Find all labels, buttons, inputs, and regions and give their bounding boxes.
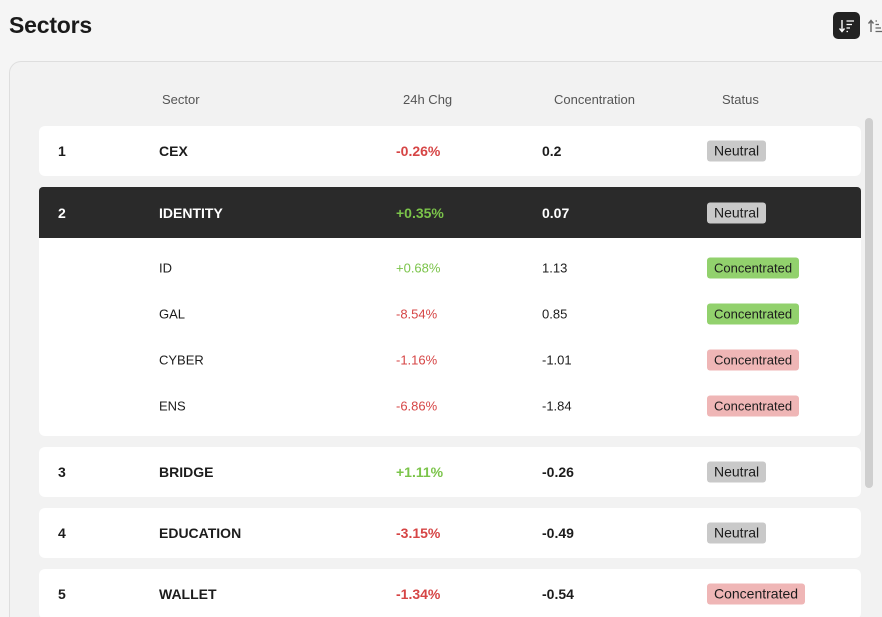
column-header-status[interactable]: Status bbox=[722, 92, 759, 107]
status-badge: Concentrated bbox=[707, 395, 800, 417]
concentration-value: 0.2 bbox=[542, 143, 562, 159]
token-name: ID bbox=[159, 260, 172, 276]
sort-ascending-icon bbox=[868, 18, 882, 32]
concentration-value: 0.07 bbox=[542, 204, 570, 221]
sort-descending-icon bbox=[838, 19, 854, 33]
change-value: -6.86% bbox=[396, 398, 438, 414]
change-value: +0.68% bbox=[396, 260, 441, 276]
status-badge: Concentrated bbox=[707, 583, 806, 605]
change-value: -8.54% bbox=[396, 306, 438, 322]
status-badge: Neutral bbox=[707, 202, 767, 223]
sector-name: EDUCATION bbox=[159, 525, 242, 541]
change-value: +0.35% bbox=[396, 204, 444, 221]
concentration-value: -1.01 bbox=[542, 352, 572, 368]
scrollbar-thumb[interactable] bbox=[865, 118, 873, 488]
status-badge: Neutral bbox=[707, 522, 767, 544]
page-title: Sectors bbox=[9, 12, 92, 38]
rank: 2 bbox=[58, 204, 66, 221]
column-header-concentration[interactable]: Concentration bbox=[554, 92, 635, 107]
token-name: ENS bbox=[159, 398, 186, 414]
sector-name: WALLET bbox=[159, 586, 217, 602]
concentration-value: 0.85 bbox=[542, 306, 568, 322]
token-row-ens[interactable]: ENS -6.86% -1.84 Concentrated bbox=[39, 383, 861, 429]
token-row-gal[interactable]: GAL -8.54% 0.85 Concentrated bbox=[39, 291, 861, 337]
rank: 5 bbox=[58, 586, 66, 602]
token-row-cyber[interactable]: CYBER -1.16% -1.01 Concentrated bbox=[39, 337, 861, 383]
sector-row-cex[interactable]: 1 CEX -0.26% 0.2 Neutral bbox=[39, 126, 861, 176]
sort-descending-button[interactable] bbox=[833, 12, 860, 39]
token-row-id[interactable]: ID +0.68% 1.13 Concentrated bbox=[39, 245, 861, 291]
column-header-sector[interactable]: Sector bbox=[162, 92, 200, 107]
sector-row-bridge[interactable]: 3 BRIDGE +1.11% -0.26 Neutral bbox=[39, 447, 861, 497]
rank: 4 bbox=[58, 525, 66, 541]
change-value: -1.16% bbox=[396, 352, 438, 368]
status-badge: Concentrated bbox=[707, 257, 800, 279]
status-badge: Neutral bbox=[707, 461, 767, 483]
rank: 1 bbox=[58, 143, 66, 159]
sector-row-identity[interactable]: 2 IDENTITY +0.35% 0.07 Neutral bbox=[39, 187, 861, 238]
status-badge: Concentrated bbox=[707, 349, 800, 371]
column-header-24h-chg[interactable]: 24h Chg bbox=[403, 92, 453, 107]
sector-name: CEX bbox=[159, 143, 188, 159]
change-value: -0.26% bbox=[396, 143, 441, 159]
sector-name: IDENTITY bbox=[159, 204, 223, 221]
rank: 3 bbox=[58, 464, 66, 480]
expanded-tokens-panel: ID +0.68% 1.13 Concentrated GAL -8.54% 0… bbox=[39, 238, 861, 436]
concentration-value: 1.13 bbox=[542, 260, 568, 276]
status-badge: Neutral bbox=[707, 140, 767, 162]
sector-row-education[interactable]: 4 EDUCATION -3.15% -0.49 Neutral bbox=[39, 508, 861, 558]
sector-row-wallet[interactable]: 5 WALLET -1.34% -0.54 Concentrated bbox=[39, 569, 861, 617]
status-badge: Concentrated bbox=[707, 303, 800, 325]
token-name: GAL bbox=[159, 306, 186, 322]
concentration-value: -0.49 bbox=[542, 525, 574, 541]
concentration-value: -0.54 bbox=[542, 586, 574, 602]
concentration-value: -1.84 bbox=[542, 398, 572, 414]
concentration-value: -0.26 bbox=[542, 464, 574, 480]
sort-ascending-button[interactable] bbox=[868, 12, 882, 39]
token-name: CYBER bbox=[159, 352, 204, 368]
change-value: +1.11% bbox=[396, 464, 444, 480]
sector-name: BRIDGE bbox=[159, 464, 214, 480]
change-value: -3.15% bbox=[396, 525, 441, 541]
change-value: -1.34% bbox=[396, 586, 441, 602]
